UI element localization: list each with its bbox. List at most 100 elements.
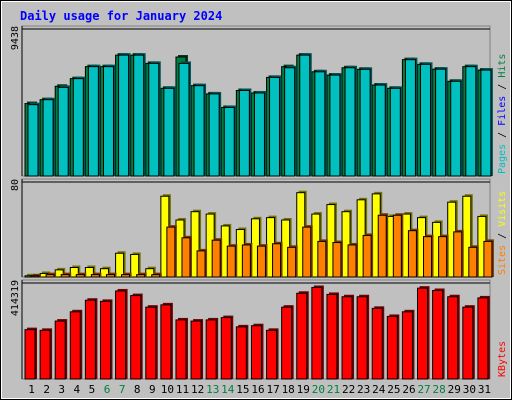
bar-top-files-26 bbox=[404, 57, 418, 177]
bar-bottom-kbytes-27 bbox=[417, 286, 430, 380]
bar-top-files-16 bbox=[253, 90, 267, 177]
bar-top-files-11 bbox=[178, 61, 191, 177]
panel-bottom-legend: KBytes bbox=[497, 341, 508, 377]
bar-top-files-14 bbox=[223, 105, 237, 177]
bar-bottom-kbytes-25 bbox=[386, 314, 400, 380]
panel-top-legend: Pages / Files / Hits bbox=[497, 54, 508, 174]
x-tick-label-2: 2 bbox=[43, 383, 50, 396]
x-tick-label-30: 30 bbox=[463, 383, 476, 396]
bar-bottom-kbytes-1 bbox=[24, 327, 37, 380]
x-tick-label-9: 9 bbox=[149, 383, 156, 396]
bar-middle-visits-8 bbox=[130, 252, 141, 278]
bar-bottom-kbytes-31 bbox=[477, 295, 490, 380]
bar-middle-sites-5 bbox=[90, 272, 102, 278]
bar-bottom-kbytes-15 bbox=[235, 324, 249, 380]
x-tick-label-22: 22 bbox=[342, 383, 355, 396]
bar-bottom-kbytes-18 bbox=[281, 305, 294, 380]
x-tick-label-4: 4 bbox=[74, 383, 81, 396]
bar-top-files-18 bbox=[284, 65, 297, 177]
x-tick-label-14: 14 bbox=[221, 383, 235, 396]
bar-middle-visits-7 bbox=[115, 251, 126, 278]
bar-middle-sites-27 bbox=[423, 234, 434, 278]
bar-top-files-31 bbox=[480, 68, 493, 177]
x-tick-label-31: 31 bbox=[478, 383, 491, 396]
x-tick-label-10: 10 bbox=[161, 383, 174, 396]
bar-bottom-kbytes-23 bbox=[356, 294, 370, 380]
x-tick-label-26: 26 bbox=[402, 383, 415, 396]
chart-title: Daily usage for January 2024 bbox=[20, 9, 222, 23]
x-axis-labels: 1 2 3 4 5 6 7 8 9 10 11 12 13 14 15 16 17 18 19 20 21 22 23 24 2… bbox=[28, 383, 491, 396]
bar-middle-sites-13 bbox=[211, 238, 223, 278]
bar-top-files-27 bbox=[420, 62, 433, 177]
bar-top-files-13 bbox=[208, 91, 222, 177]
x-tick-label-28: 28 bbox=[433, 383, 446, 396]
bar-bottom-kbytes-4 bbox=[69, 309, 83, 380]
x-tick-label-5: 5 bbox=[89, 383, 96, 396]
bar-middle-sites-26 bbox=[407, 228, 419, 278]
bar-middle-sites-2 bbox=[45, 272, 57, 278]
bar-middle-sites-6 bbox=[105, 272, 117, 278]
bar-top-files-29 bbox=[450, 79, 463, 177]
bar-top-files-12 bbox=[193, 83, 207, 177]
bar-bottom-kbytes-12 bbox=[190, 319, 204, 380]
bar-middle-sites-1 bbox=[30, 273, 41, 278]
bar-middle-sites-30 bbox=[468, 245, 479, 278]
bar-middle-sites-17 bbox=[272, 241, 283, 278]
x-tick-label-16: 16 bbox=[251, 383, 264, 396]
bar-top-files-4 bbox=[72, 76, 86, 177]
x-tick-label-17: 17 bbox=[266, 383, 279, 396]
bar-middle-sites-15 bbox=[241, 242, 253, 278]
bar-bottom-kbytes-14 bbox=[220, 315, 234, 380]
x-tick-label-25: 25 bbox=[387, 383, 400, 396]
bar-bottom-kbytes-29 bbox=[447, 294, 460, 380]
bar-top-files-2 bbox=[42, 97, 56, 177]
bar-middle-sites-4 bbox=[75, 272, 87, 278]
bar-top-files-21 bbox=[329, 73, 342, 177]
bar-middle-sites-9 bbox=[151, 272, 162, 278]
x-tick-label-21: 21 bbox=[327, 383, 340, 396]
bar-bottom-kbytes-30 bbox=[462, 305, 475, 380]
panel-middle-legend: Sites / Visits bbox=[497, 191, 508, 275]
bar-middle-sites-12 bbox=[196, 248, 208, 278]
x-tick-label-19: 19 bbox=[297, 383, 310, 396]
bar-middle-visits-4 bbox=[69, 265, 81, 278]
bar-top-files-5 bbox=[87, 64, 101, 177]
x-tick-label-1: 1 bbox=[28, 383, 35, 396]
bar-top-files-17 bbox=[269, 75, 282, 177]
bar-top-files-6 bbox=[102, 64, 116, 177]
x-tick-label-8: 8 bbox=[134, 383, 141, 396]
bar-bottom-kbytes-28 bbox=[432, 288, 445, 380]
panel-top-ymax-label: 9438 bbox=[10, 26, 21, 50]
bar-top-files-30 bbox=[465, 64, 478, 177]
chart-frame-highlight bbox=[1, 1, 511, 399]
bar-middle-sites-28 bbox=[438, 234, 449, 278]
bar-bottom-kbytes-24 bbox=[371, 306, 385, 380]
x-tick-label-7: 7 bbox=[119, 383, 126, 396]
bar-top-files-10 bbox=[163, 86, 176, 177]
bar-bottom-kbytes-26 bbox=[401, 309, 415, 380]
bar-top-files-22 bbox=[344, 65, 358, 177]
x-tick-label-24: 24 bbox=[372, 383, 386, 396]
bar-top-files-8 bbox=[133, 53, 146, 177]
bar-bottom-kbytes-6 bbox=[99, 299, 113, 380]
bar-middle-sites-14 bbox=[226, 244, 238, 278]
x-tick-label-20: 20 bbox=[312, 383, 325, 396]
bar-middle-sites-24 bbox=[377, 213, 389, 278]
bar-middle-sites-25 bbox=[392, 213, 404, 278]
bar-top-files-9 bbox=[148, 61, 161, 177]
bar-top-files-19 bbox=[299, 53, 312, 177]
bar-middle-sites-8 bbox=[136, 272, 147, 278]
x-tick-label-15: 15 bbox=[236, 383, 249, 396]
bar-bottom-kbytes-11 bbox=[175, 317, 188, 380]
panel-middle-ymax-label: 80 bbox=[10, 179, 21, 191]
bar-bottom-kbytes-8 bbox=[130, 293, 143, 380]
x-tick-label-3: 3 bbox=[58, 383, 65, 396]
panel-middle-legend-text: Sites / Visits bbox=[497, 191, 508, 275]
bar-middle-sites-23 bbox=[362, 233, 374, 278]
bar-middle-sites-19 bbox=[302, 225, 313, 278]
bar-bottom-kbytes-7 bbox=[115, 288, 128, 380]
bar-top-files-7 bbox=[118, 53, 131, 177]
x-tick-label-6: 6 bbox=[104, 383, 111, 396]
